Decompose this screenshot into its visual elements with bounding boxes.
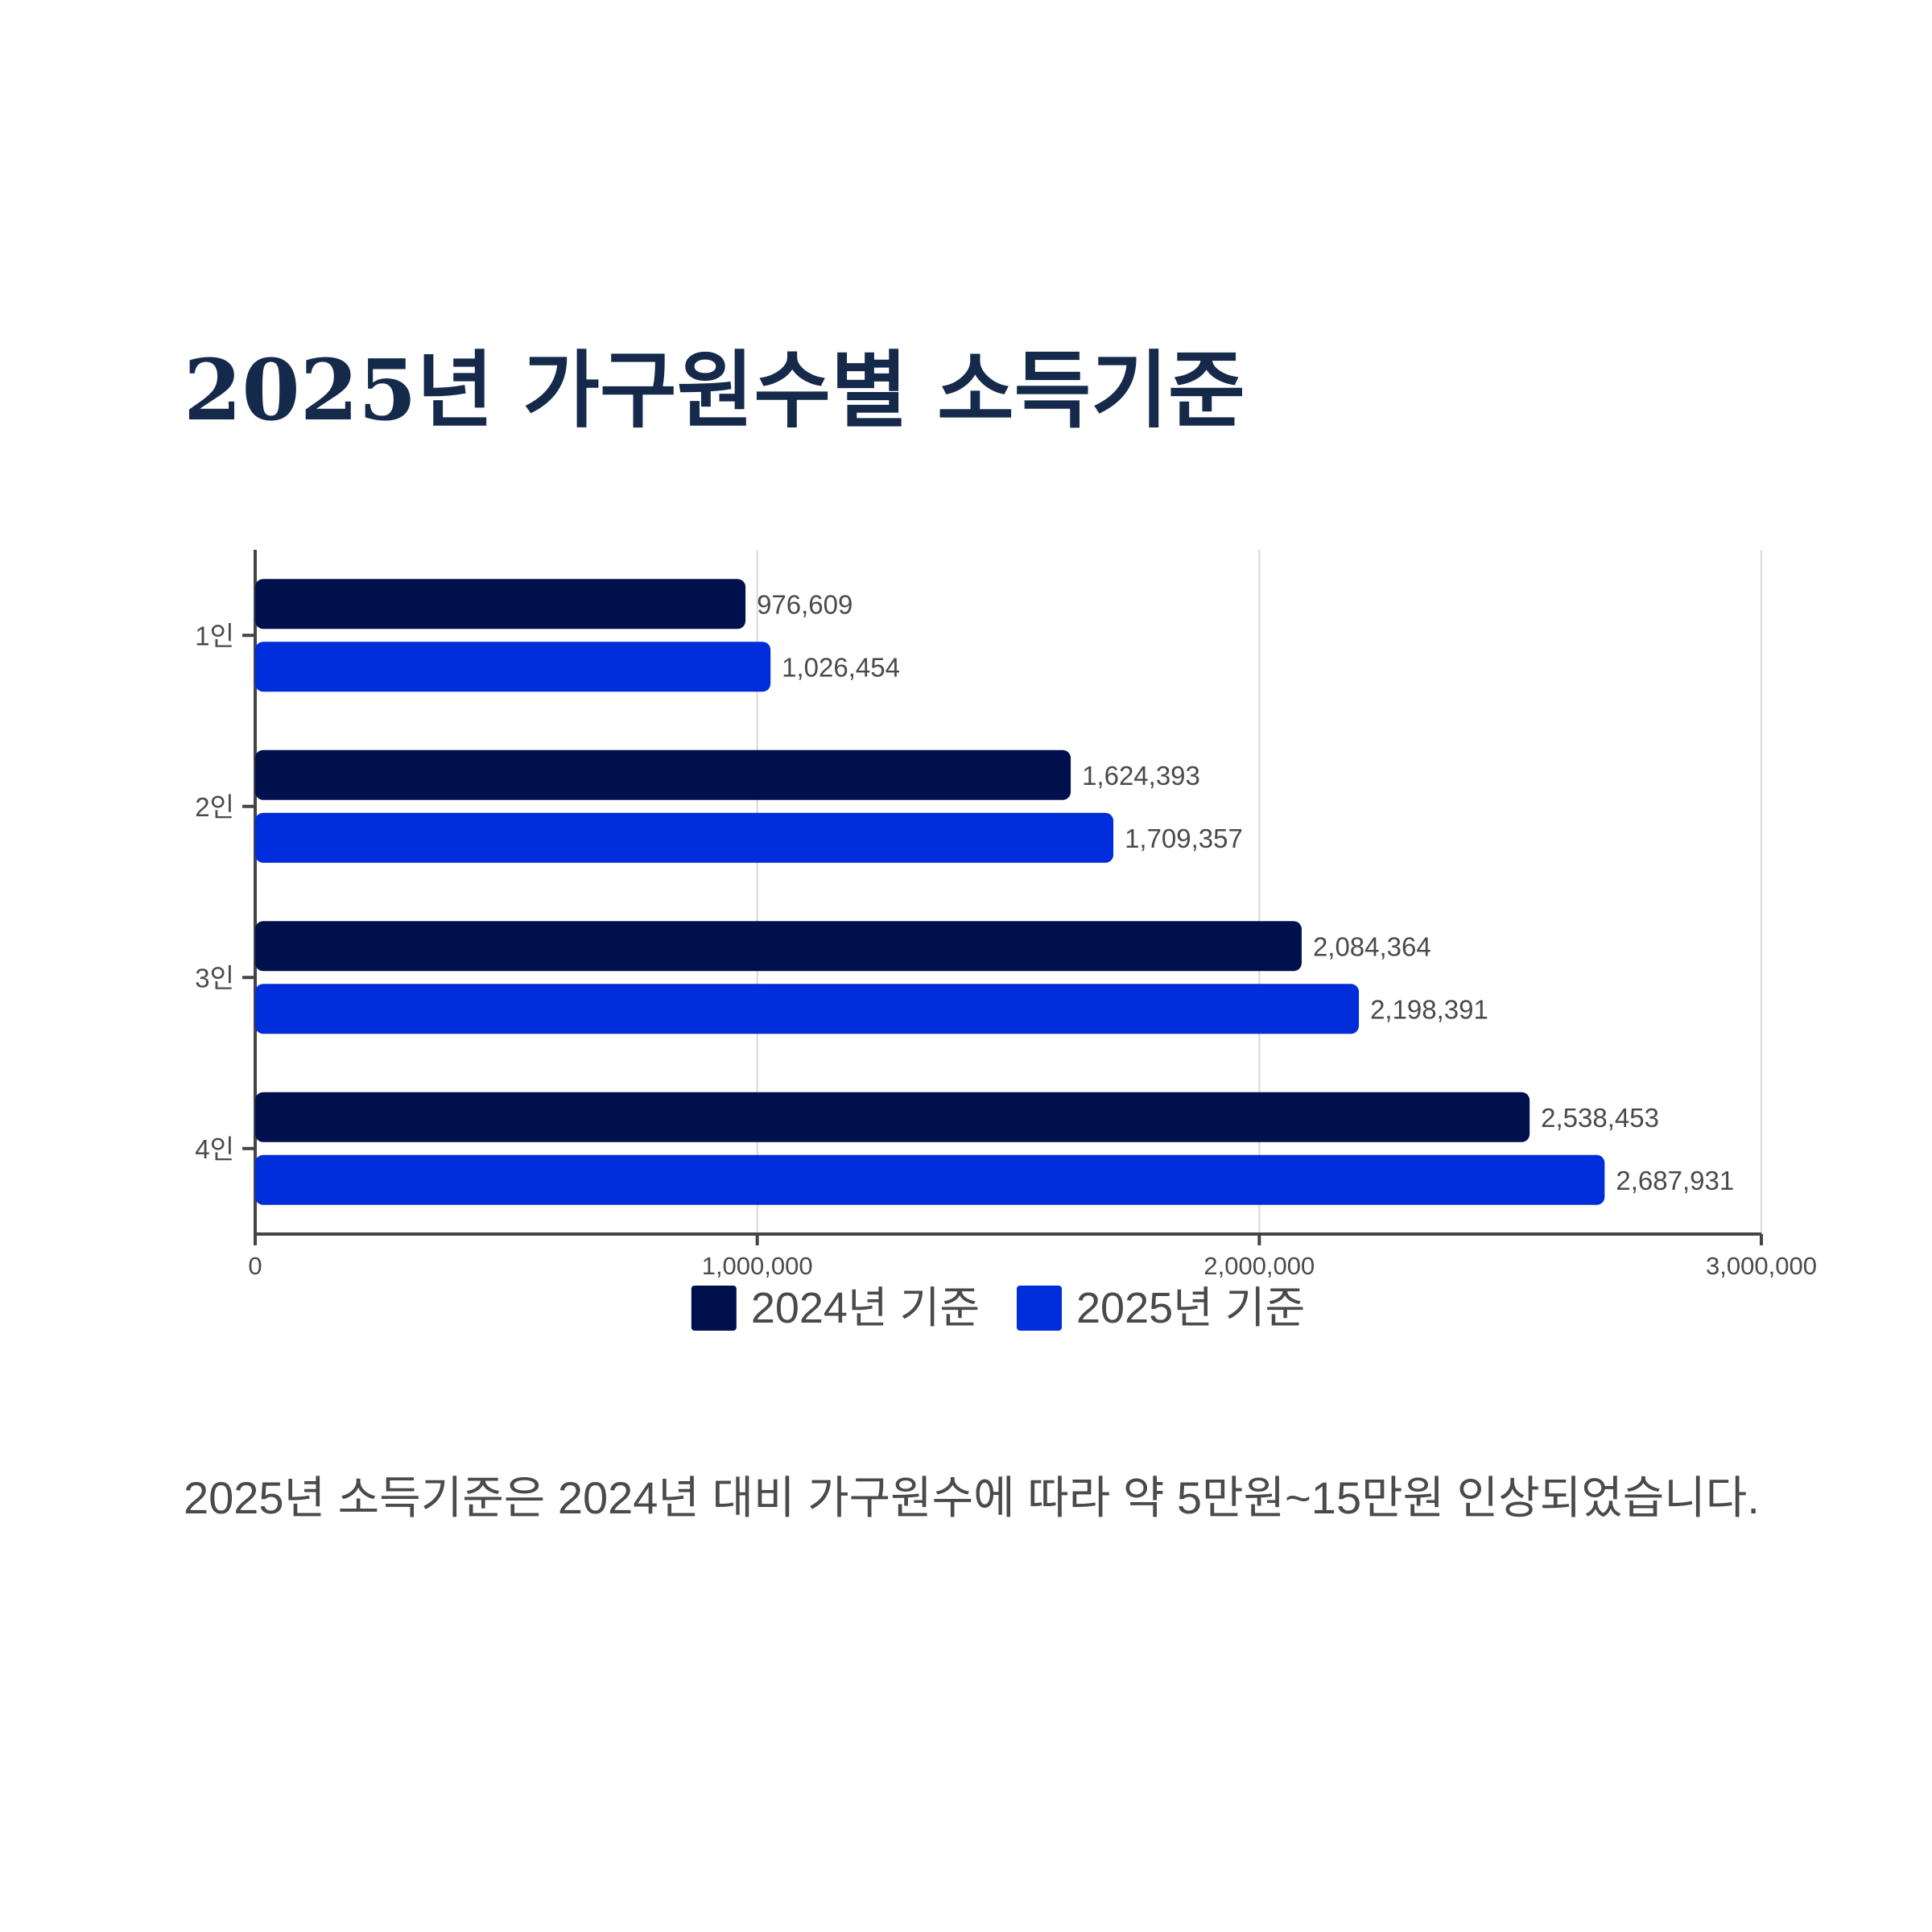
bar bbox=[255, 579, 746, 630]
y-tick-label: 4인 bbox=[195, 1134, 234, 1164]
x-tick-label: 1,000,000 bbox=[702, 1252, 813, 1280]
x-tick-label: 3,000,000 bbox=[1706, 1252, 1817, 1280]
y-tick-label: 3인 bbox=[195, 963, 234, 993]
data-label: 1,026,454 bbox=[782, 652, 900, 682]
legend-swatch bbox=[691, 1286, 737, 1331]
bar-chart-svg: 0 1,000,000 2,000,000 3,000,000 1인 976,609 1,0… bbox=[195, 550, 1817, 1332]
data-label: 2,538,453 bbox=[1541, 1103, 1659, 1133]
legend-label: 2025년 기준 bbox=[1076, 1284, 1305, 1332]
bar bbox=[255, 984, 1360, 1034]
x-tick-label: 0 bbox=[248, 1252, 262, 1280]
bar bbox=[255, 1154, 1605, 1205]
income-chart: 0 1,000,000 2,000,000 3,000,000 1인 976,609 1,0… bbox=[195, 550, 1817, 1332]
data-label: 976,609 bbox=[757, 589, 852, 619]
x-tick-label: 2,000,000 bbox=[1203, 1252, 1315, 1280]
page-title: 2025년 가구원수별 소득기준 bbox=[184, 341, 1245, 440]
y-tick-label: 2인 bbox=[195, 792, 234, 822]
bar bbox=[255, 1092, 1530, 1142]
legend-swatch bbox=[1017, 1286, 1062, 1331]
bar bbox=[255, 642, 771, 692]
bar bbox=[255, 749, 1071, 800]
data-label: 2,198,391 bbox=[1370, 994, 1488, 1024]
data-label: 1,624,393 bbox=[1082, 761, 1200, 791]
chart-caption: 2025년 소득기준은 2024년 대비 가구원수에 따라 약 5만원~15만원… bbox=[184, 1472, 1760, 1523]
data-label: 1,709,357 bbox=[1125, 824, 1243, 853]
data-label: 2,084,364 bbox=[1313, 931, 1431, 961]
legend-label: 2024년 기준 bbox=[751, 1284, 980, 1332]
y-tick-label: 1인 bbox=[195, 621, 234, 650]
bar bbox=[255, 812, 1114, 863]
data-label: 2,687,931 bbox=[1616, 1166, 1734, 1195]
bar bbox=[255, 921, 1302, 972]
